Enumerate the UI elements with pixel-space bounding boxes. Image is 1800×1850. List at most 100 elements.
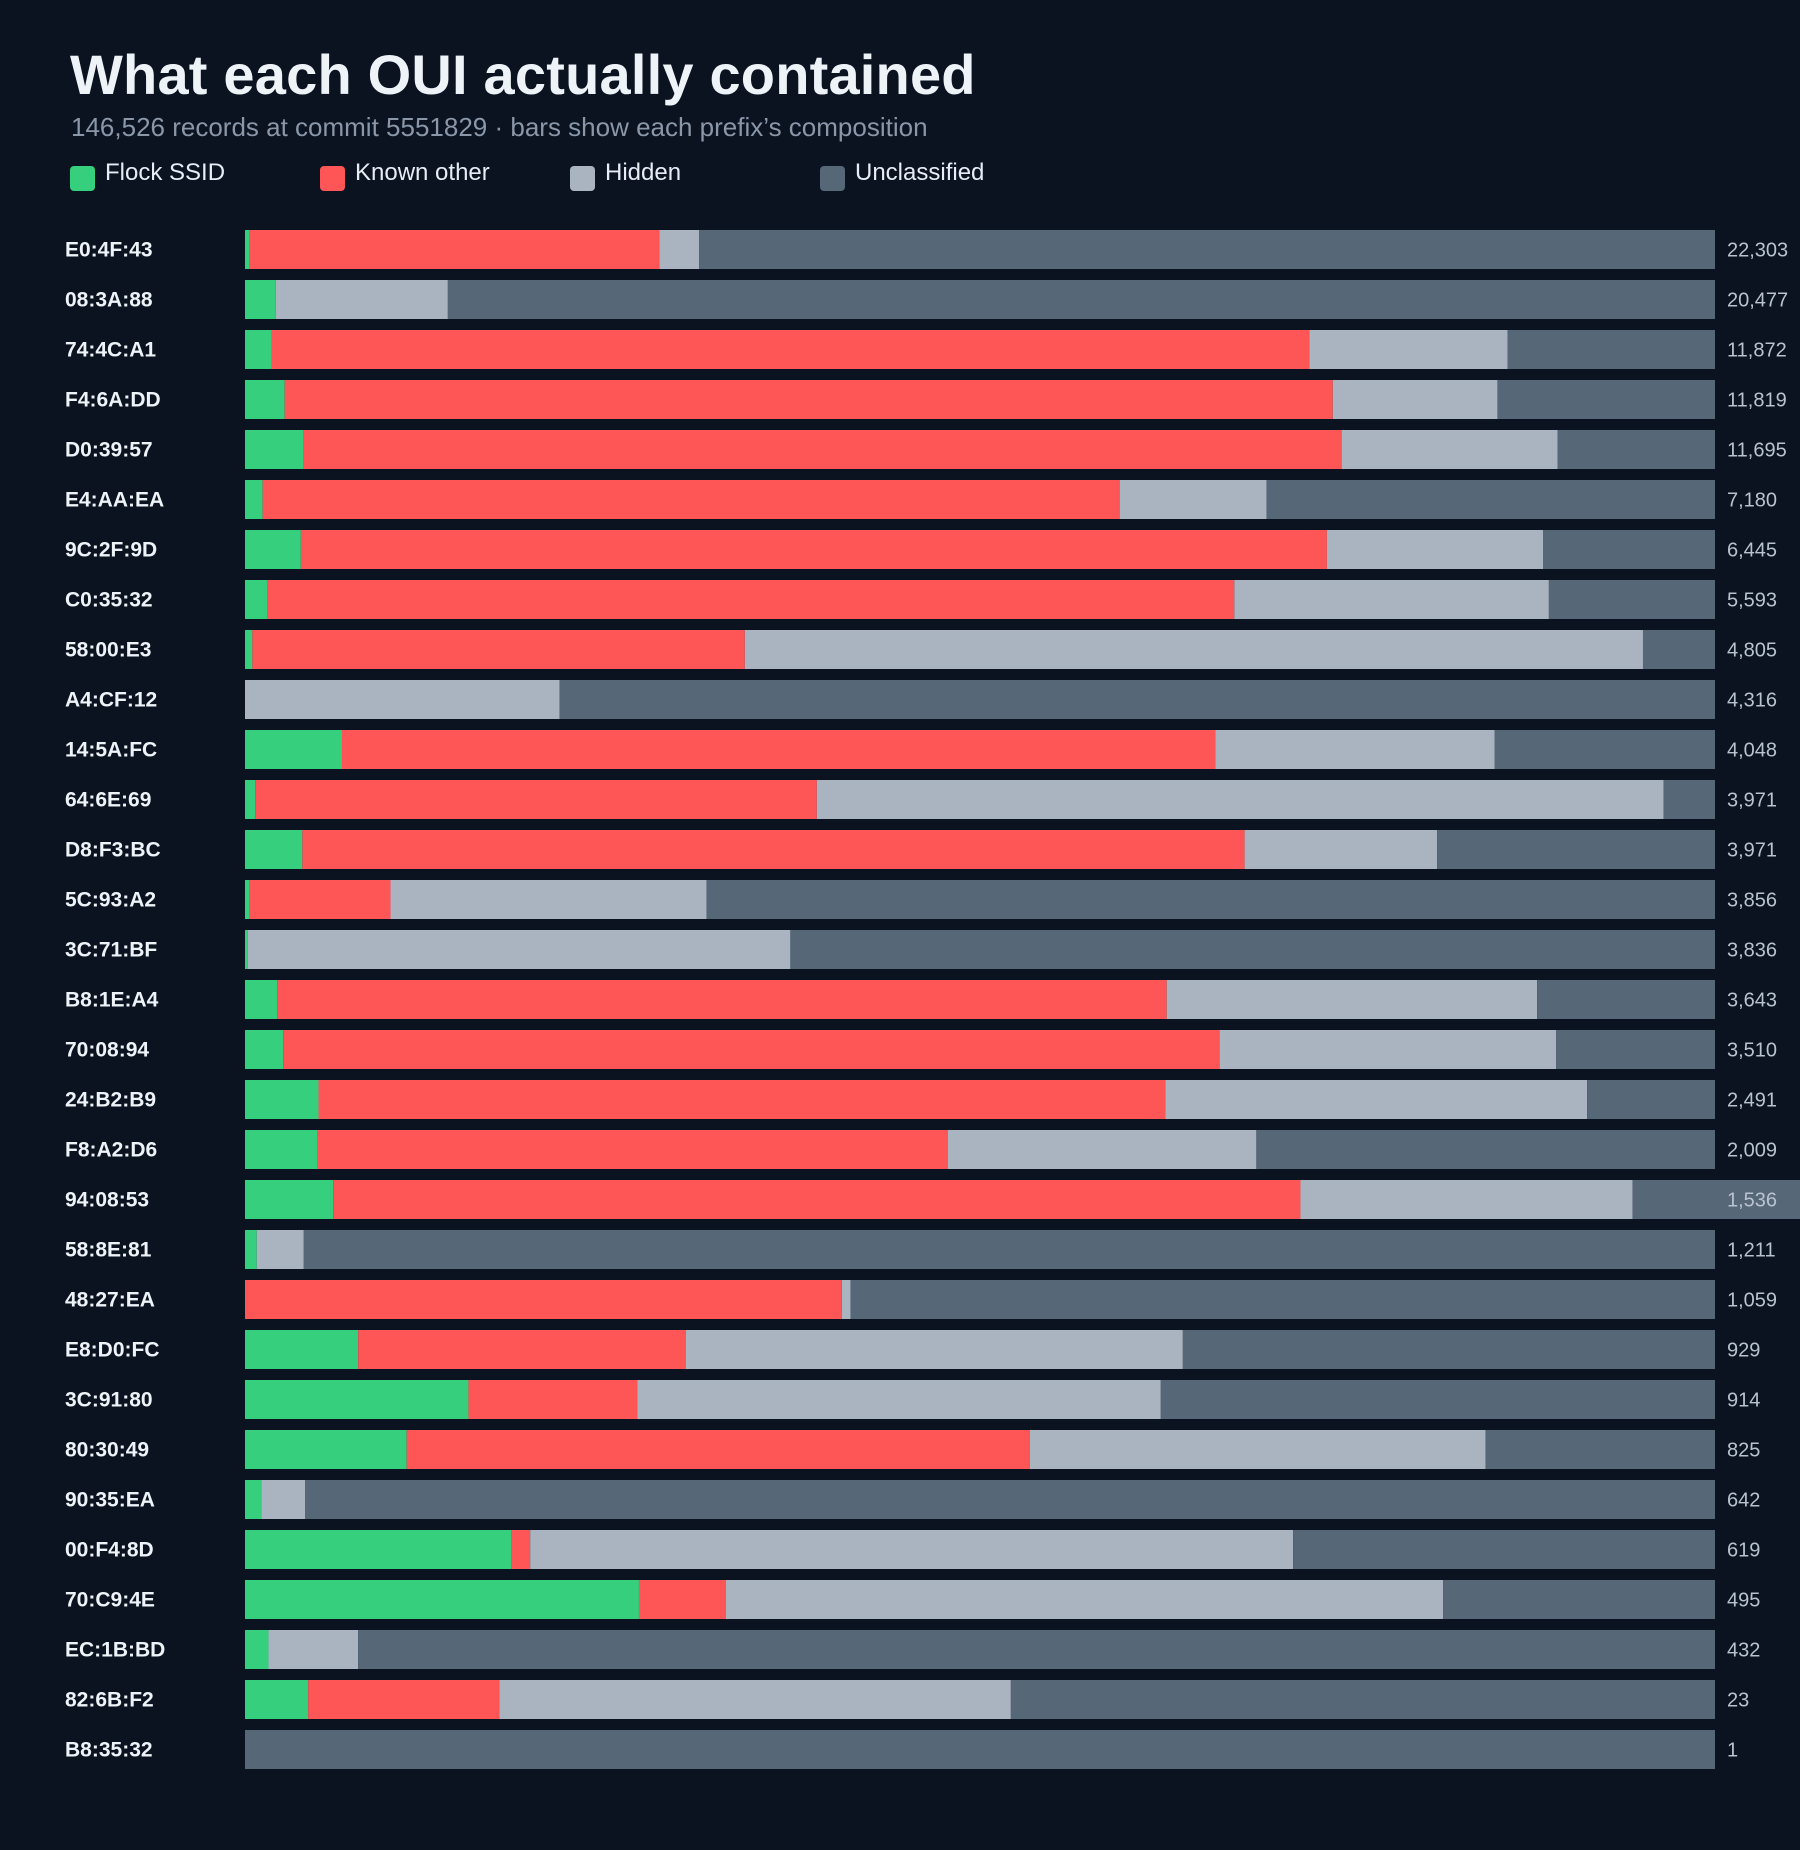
row-label-5c-93-a2: 5C:93:A2 xyxy=(65,889,156,912)
bar-segment-f4-6a-dd-hidden xyxy=(1332,380,1498,419)
row-total-9c-2f-9d: 6,445 xyxy=(1727,540,1777,562)
bar-segment-9c-2f-9d-known-other xyxy=(300,530,1327,569)
bar-segment-82-6b-f2-flock-ssid xyxy=(245,1680,309,1719)
bar-segment-d0-39-57-flock-ssid xyxy=(245,430,304,469)
row-label-d0-39-57: D0:39:57 xyxy=(65,439,153,462)
row-total-e8-d0-fc: 929 xyxy=(1727,1340,1760,1362)
bar-segment-58-00-e3-hidden xyxy=(744,630,1643,669)
row-label-24-b2-b9: 24:B2:B9 xyxy=(65,1089,156,1112)
bar-segment-48-27-ea-hidden xyxy=(841,1280,851,1319)
row-total-f8-a2-d6: 2,009 xyxy=(1727,1140,1777,1162)
row-total-82-6b-f2: 23 xyxy=(1727,1690,1749,1712)
bar-segment-94-08-53-known-other xyxy=(333,1180,1301,1219)
row-total-94-08-53: 1,536 xyxy=(1727,1190,1777,1212)
row-total-b8-1e-a4: 3,643 xyxy=(1727,990,1777,1012)
bar-segment-14-5a-fc-hidden xyxy=(1215,730,1495,769)
bar-segment-e4-aa-ea-flock-ssid xyxy=(245,480,263,519)
row-label-70-c9-4e: 70:C9:4E xyxy=(65,1589,155,1612)
row-label-14-5a-fc: 14:5A:FC xyxy=(65,739,157,762)
bar-segment-9c-2f-9d-hidden xyxy=(1326,530,1544,569)
bar-segment-58-00-e3-flock-ssid xyxy=(245,630,253,669)
row-label-08-3a-88: 08:3A:88 xyxy=(65,289,153,312)
bar-segment-e4-aa-ea-hidden xyxy=(1119,480,1267,519)
bar-segment-3c-91-80-flock-ssid xyxy=(245,1380,469,1419)
bar-segment-b8-1e-a4-unclassified xyxy=(1537,980,1715,1019)
bar-segment-82-6b-f2-unclassified xyxy=(1010,1680,1715,1719)
bar-segment-08-3a-88-flock-ssid xyxy=(245,280,276,319)
row-total-e4-aa-ea: 7,180 xyxy=(1727,490,1777,512)
bar-segment-64-6e-69-hidden xyxy=(816,780,1664,819)
bar-segment-48-27-ea-known-other xyxy=(245,1280,842,1319)
row-label-f8-a2-d6: F8:A2:D6 xyxy=(65,1139,157,1162)
bar-segment-70-08-94-flock-ssid xyxy=(245,1030,284,1069)
row-label-90-35-ea: 90:35:EA xyxy=(65,1489,155,1512)
row-label-00-f4-8d: 00:F4:8D xyxy=(65,1539,154,1562)
row-total-d8-f3-bc: 3,971 xyxy=(1727,840,1777,862)
bar-segment-e0-4f-43-flock-ssid xyxy=(245,230,250,269)
row-total-24-b2-b9: 2,491 xyxy=(1727,1090,1777,1112)
row-label-58-00-e3: 58:00:E3 xyxy=(65,639,151,662)
bar-segment-d8-f3-bc-hidden xyxy=(1244,830,1438,869)
bar-segment-00-f4-8d-flock-ssid xyxy=(245,1530,512,1569)
bar-segment-82-6b-f2-hidden xyxy=(499,1680,1011,1719)
bar-segment-3c-91-80-known-other xyxy=(468,1380,638,1419)
bar-segment-e8-d0-fc-known-other xyxy=(358,1330,686,1369)
row-total-80-30-49: 825 xyxy=(1727,1440,1760,1462)
row-total-58-8e-81: 1,211 xyxy=(1727,1240,1776,1262)
row-total-e0-4f-43: 22,303 xyxy=(1727,240,1788,262)
legend-swatch-flock-ssid xyxy=(70,166,95,191)
bar-segment-3c-91-80-hidden xyxy=(637,1380,1161,1419)
bar-segment-3c-71-bf-hidden xyxy=(247,930,791,969)
bar-segment-3c-71-bf-flock-ssid xyxy=(245,930,248,969)
bar-segment-f4-6a-dd-known-other xyxy=(284,380,1333,419)
bar-segment-24-b2-b9-unclassified xyxy=(1587,1080,1715,1119)
bar-segment-e4-aa-ea-known-other xyxy=(262,480,1120,519)
bar-segment-08-3a-88-hidden xyxy=(275,280,448,319)
bar-segment-3c-71-bf-unclassified xyxy=(790,930,1715,969)
row-label-74-4c-a1: 74:4C:A1 xyxy=(65,339,156,362)
row-label-ec-1b-bd: EC:1B:BD xyxy=(65,1639,165,1662)
chart-subtitle: 146,526 records at commit 5551829 · bars… xyxy=(71,112,928,142)
bar-segment-f4-6a-dd-unclassified xyxy=(1497,380,1715,419)
bar-segment-00-f4-8d-known-other xyxy=(511,1530,531,1569)
bar-segment-58-00-e3-unclassified xyxy=(1642,630,1715,669)
row-label-e8-d0-fc: E8:D0:FC xyxy=(65,1339,160,1362)
bar-segment-00-f4-8d-unclassified xyxy=(1293,1530,1715,1569)
bar-segment-24-b2-b9-flock-ssid xyxy=(245,1080,319,1119)
bar-segment-74-4c-a1-flock-ssid xyxy=(245,330,272,369)
bar-segment-e8-d0-fc-hidden xyxy=(686,1330,1183,1369)
bar-segment-90-35-ea-unclassified xyxy=(305,1480,1715,1519)
bar-segment-d8-f3-bc-flock-ssid xyxy=(245,830,303,869)
row-total-74-4c-a1: 11,872 xyxy=(1727,340,1787,362)
bar-segment-ec-1b-bd-hidden xyxy=(268,1630,359,1669)
bar-segment-48-27-ea-unclassified xyxy=(850,1280,1715,1319)
bar-segment-70-08-94-unclassified xyxy=(1556,1030,1715,1069)
row-total-5c-93-a2: 3,856 xyxy=(1727,890,1777,912)
bar-segment-74-4c-a1-hidden xyxy=(1309,330,1508,369)
row-label-3c-91-80: 3C:91:80 xyxy=(65,1389,153,1412)
bar-segment-c0-35-32-unclassified xyxy=(1548,580,1715,619)
bar-segment-58-00-e3-known-other xyxy=(252,630,745,669)
row-label-a4-cf-12: A4:CF:12 xyxy=(65,689,157,712)
row-total-70-c9-4e: 495 xyxy=(1727,1590,1760,1612)
row-total-64-6e-69: 3,971 xyxy=(1727,790,1777,812)
bar-segment-5c-93-a2-flock-ssid xyxy=(245,880,250,919)
row-label-58-8e-81: 58:8E:81 xyxy=(65,1239,152,1262)
bar-segment-d0-39-57-hidden xyxy=(1341,430,1558,469)
bar-segment-80-30-49-unclassified xyxy=(1485,1430,1715,1469)
bar-segment-a4-cf-12-hidden xyxy=(245,680,560,719)
bar-segment-58-8e-81-hidden xyxy=(256,1230,304,1269)
row-total-f4-6a-dd: 11,819 xyxy=(1727,390,1787,412)
bar-segment-b8-1e-a4-known-other xyxy=(277,980,1167,1019)
bar-segment-f4-6a-dd-flock-ssid xyxy=(245,380,285,419)
bar-segment-94-08-53-hidden xyxy=(1300,1180,1633,1219)
row-label-3c-71-bf: 3C:71:BF xyxy=(65,939,157,962)
row-total-70-08-94: 3,510 xyxy=(1727,1040,1777,1062)
legend-swatch-unclassified xyxy=(820,166,845,191)
legend-swatch-known-other xyxy=(320,166,345,191)
row-label-c0-35-32: C0:35:32 xyxy=(65,589,153,612)
bar-segment-70-c9-4e-flock-ssid xyxy=(245,1580,639,1619)
bar-segment-e0-4f-43-known-other xyxy=(249,230,660,269)
row-label-e0-4f-43: E0:4F:43 xyxy=(65,239,153,262)
bar-segment-5c-93-a2-unclassified xyxy=(706,880,1715,919)
